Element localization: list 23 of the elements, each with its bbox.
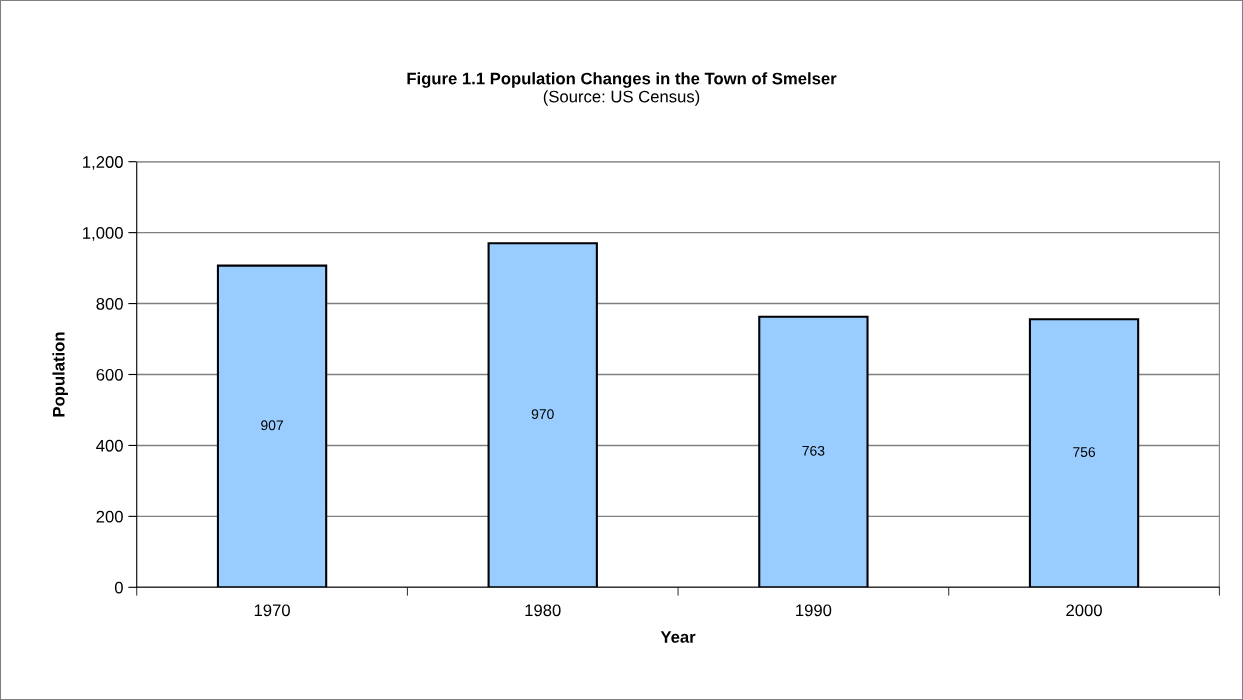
y-tick-label: 200 [96,510,123,523]
data-label: 970 [531,409,554,420]
bar [758,315,869,588]
chart-title: Figure 1.1 Population Changes in the Town of Smelser [407,72,837,88]
x-tick-label: 2000 [1066,604,1102,617]
y-tick-label: 800 [96,297,123,310]
chart-subtitle: (Source: US Census) [543,90,700,106]
y-axis-title: Population [52,332,68,417]
y-tick-label: 1,200 [83,156,123,170]
bar [216,264,328,588]
y-tick-label: 1,000 [83,227,123,241]
x-tick-label: 1970 [254,604,290,617]
y-tick-label: 600 [96,368,123,381]
y-tick-label: 400 [96,439,123,452]
data-label: 763 [802,445,825,456]
x-tick-label: 1980 [525,604,561,617]
x-tick-label: 1990 [796,604,832,617]
data-label: 907 [261,420,283,431]
data-label: 756 [1073,447,1096,457]
y-tick-label: 0 [114,581,123,594]
x-axis-title: Year [660,631,696,643]
bar [1028,318,1140,588]
bar [487,242,598,588]
